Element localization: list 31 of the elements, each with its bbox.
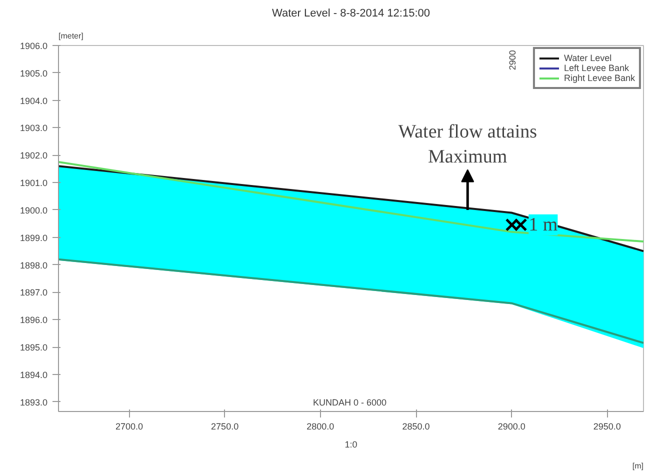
annotation: Water flow attains Maximum (398, 122, 538, 168)
y-tick-label: 1894.0 (20, 370, 48, 380)
x-tick-label: 2800.0 (306, 422, 334, 432)
x-tick-label: 2750.0 (211, 422, 239, 432)
legend-label: Left Levee Bank (564, 63, 630, 73)
y-tick-label: 1904.0 (20, 96, 48, 106)
y-tick-label: 1893.0 (20, 397, 48, 408)
chart-title: Water Level - 8-8-2014 12:15:00 (272, 8, 430, 20)
x-tick-label: 2900.0 (498, 422, 526, 432)
y-tick-label: 1898.0 (20, 260, 48, 270)
y-tick-label: 1899.0 (20, 232, 48, 243)
y-tick-label: 1906.0 (20, 41, 48, 51)
text: 1:0 (344, 440, 358, 450)
annotation: KUNDAH 0 - 6000 (312, 398, 387, 408)
y-tick-label: 1902.0 (20, 150, 48, 161)
x-tick-label: 2950.0 (593, 422, 621, 432)
y-tick-label: 1895.0 (20, 342, 48, 353)
y-tick-label: 1903.0 (20, 123, 48, 134)
x-axis-title: [m] (632, 462, 644, 470)
y-axis-title: [meter] (58, 32, 84, 40)
y-tick-label: 1901.0 (20, 178, 48, 188)
legend-label: Water Level (564, 53, 612, 63)
y-tick-label: 1896.0 (20, 315, 48, 326)
annotation: 2900 (507, 50, 518, 70)
x-tick-label: 2700.0 (115, 422, 144, 432)
y-tick-label: 1905.0 (20, 68, 48, 78)
x-tick-label: 2850.0 (402, 422, 430, 432)
y-tick-label: 1897.0 (20, 288, 48, 298)
legend-label: Right Levee Bank (564, 73, 635, 83)
y-tick-label: 1900.0 (20, 205, 48, 216)
annotation: 1 m (528, 214, 558, 236)
